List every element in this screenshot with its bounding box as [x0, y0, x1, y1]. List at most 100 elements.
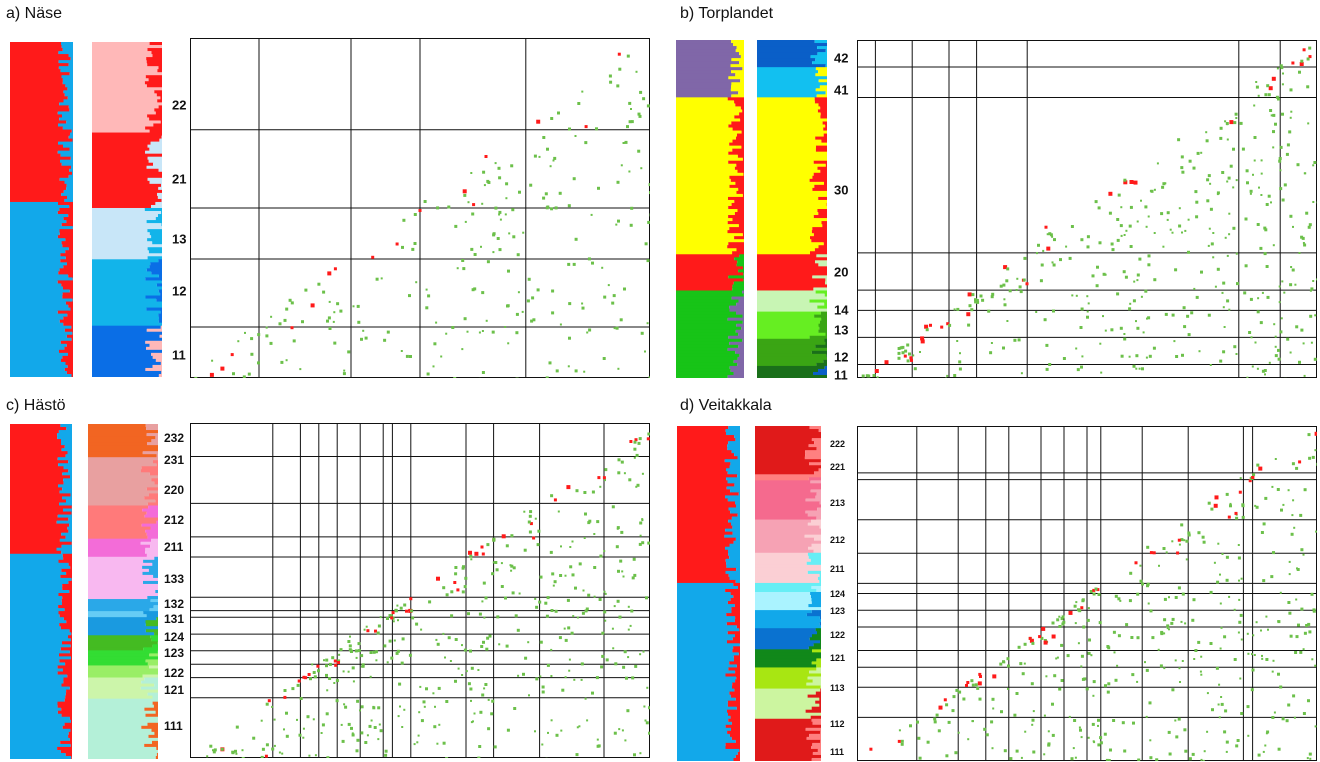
matrix-dot-green — [622, 142, 625, 144]
structure-bar — [159, 334, 162, 339]
structure-bar — [88, 568, 149, 573]
matrix-dot-green — [1158, 564, 1160, 567]
structure-bar — [88, 680, 142, 685]
structure-bar — [92, 51, 152, 55]
structure-bar — [10, 665, 58, 669]
matrix-dot-green — [483, 687, 486, 690]
structure-bar — [757, 218, 827, 222]
structure-bar — [757, 290, 816, 294]
structure-bar — [740, 118, 744, 122]
structure-bar — [70, 743, 72, 748]
matrix-dot-green — [624, 739, 627, 742]
structure-bar — [741, 130, 744, 135]
structure-bar — [10, 508, 63, 513]
structure-bar — [727, 374, 744, 378]
structure-bar — [735, 329, 744, 334]
structure-bar — [755, 706, 812, 711]
structure-bar — [161, 183, 162, 188]
structure-bar — [757, 233, 814, 237]
structure-bar — [10, 102, 60, 106]
structure-bar — [677, 429, 726, 433]
structure-bar — [59, 319, 73, 324]
matrix-dot-green — [619, 318, 623, 322]
structure-bar — [10, 490, 60, 494]
matrix-dot-green — [1052, 263, 1056, 267]
structure-bar — [92, 364, 153, 369]
matrix-dot-green — [901, 351, 905, 355]
matrix-dot-green — [1206, 730, 1209, 733]
structure-bar — [811, 595, 821, 599]
matrix-dot-green — [567, 204, 571, 208]
structure-bar — [677, 585, 738, 590]
structure-bar — [155, 201, 162, 206]
structure-bar — [755, 489, 811, 493]
matrix-dot-green — [1092, 694, 1095, 697]
matrix-dot-green — [620, 164, 623, 167]
structure-bar — [149, 608, 158, 612]
structure-bar — [92, 120, 161, 124]
structure-bar — [10, 599, 62, 603]
structure-bar — [88, 626, 158, 630]
matrix-dot-green — [342, 670, 345, 673]
structure-bar — [755, 748, 818, 753]
structure-bar — [755, 570, 808, 575]
structure-bar — [820, 320, 827, 325]
matrix-dot-green — [1040, 636, 1044, 640]
structure-bar — [10, 138, 73, 143]
structure-bar — [92, 265, 150, 269]
matrix-dot-green — [413, 242, 417, 245]
matrix-dot-green — [442, 586, 446, 590]
matrix-dot-green — [504, 213, 507, 216]
matrix-dot-green — [212, 750, 216, 754]
structure-bar — [757, 257, 827, 261]
matrix-dot-green — [991, 747, 994, 750]
structure-bar — [676, 109, 743, 113]
structure-bar — [757, 341, 826, 346]
structure-bar — [152, 241, 162, 245]
structure-bar — [676, 115, 735, 119]
structure-bar — [676, 218, 733, 222]
structure-bar — [807, 570, 821, 575]
matrix-dot-red — [1051, 634, 1056, 639]
structure-bar — [10, 51, 59, 55]
structure-bar — [811, 757, 821, 761]
structure-bar — [676, 290, 743, 294]
structure-bar — [88, 665, 149, 669]
structure-bar — [66, 334, 73, 339]
structure-bar — [67, 313, 73, 318]
structure-bar — [757, 308, 827, 313]
structure-bar — [677, 486, 727, 490]
matrix-dot-green — [1171, 231, 1174, 234]
structure-bar — [92, 289, 159, 293]
matrix-dot-green — [1301, 236, 1305, 240]
structure-bar — [60, 574, 72, 579]
matrix-dot-green — [1312, 609, 1316, 613]
structure-bar — [676, 46, 737, 50]
structure-bar — [805, 727, 821, 732]
structure-bar — [62, 126, 73, 131]
matrix-dot-red — [1038, 635, 1042, 639]
matrix-dot-green — [1249, 192, 1252, 195]
matrix-dot-green — [558, 191, 562, 195]
matrix-dot-green — [638, 542, 642, 546]
matrix-dot-green — [897, 351, 901, 355]
structure-bar — [144, 677, 158, 682]
structure-bar — [755, 504, 821, 508]
matrix-dot-green — [527, 520, 531, 524]
matrix-dot-green — [1181, 170, 1185, 174]
structure-bar — [147, 535, 158, 540]
matrix-dot-green — [1233, 121, 1237, 125]
structure-bar — [725, 546, 740, 551]
structure-bar — [10, 442, 61, 446]
matrix-dot-green — [347, 350, 351, 354]
matrix-dot-green — [1265, 265, 1269, 268]
structure-bar — [677, 658, 734, 662]
structure-bar — [676, 94, 732, 98]
structure-bar — [88, 484, 158, 488]
structure-bar — [10, 214, 69, 218]
structure-bar — [152, 740, 158, 745]
structure-bar — [813, 287, 827, 291]
structure-bar — [757, 275, 813, 279]
matrix-dot-green — [1090, 654, 1093, 657]
structure-bar — [805, 453, 821, 457]
